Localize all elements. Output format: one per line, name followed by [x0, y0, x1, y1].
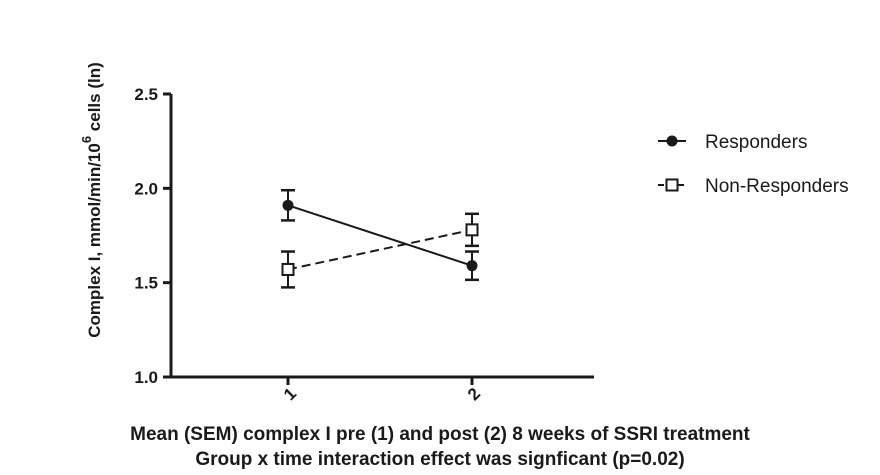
y-ticks: 1.0 1.5 2.0 2.5 [134, 85, 171, 387]
legend-marker [666, 135, 678, 147]
y-tick-label: 1.0 [134, 368, 158, 387]
legend-item: Responders [658, 132, 807, 153]
caption-line-1: Mean (SEM) complex I pre (1) and post (2… [130, 424, 750, 445]
y-axis-label-tail: cells (ln) [85, 62, 104, 136]
y-tick-label: 2.5 [134, 85, 158, 104]
y-axis-label: Complex I, mmol/min/106 cells (ln) [79, 62, 104, 338]
series-non-responders [281, 212, 479, 289]
legend-marker [665, 178, 679, 192]
y-axis-label-main: Complex I, mmol/min/10 [85, 143, 104, 338]
series-line [287, 228, 473, 271]
y-tick-label: 2.0 [134, 179, 158, 198]
legend: Responders Non-Responders [658, 132, 849, 197]
data-point [282, 199, 294, 211]
x-tick-label: 1 [280, 384, 300, 404]
data-point [465, 223, 479, 237]
legend-label: Responders [705, 132, 807, 153]
data-point [281, 262, 295, 276]
caption-line-2: Group x time interaction effect was sign… [195, 449, 685, 470]
y-axis-label-superscript: 6 [79, 136, 94, 143]
axes [169, 94, 594, 379]
legend-item: Non-Responders [658, 176, 849, 197]
series-line [287, 204, 473, 267]
x-tick-label: 2 [464, 384, 484, 404]
legend-label: Non-Responders [705, 176, 849, 197]
series-layer [281, 188, 479, 289]
y-tick-label: 1.5 [134, 274, 158, 293]
series-responders [281, 188, 479, 282]
data-point [466, 260, 478, 272]
